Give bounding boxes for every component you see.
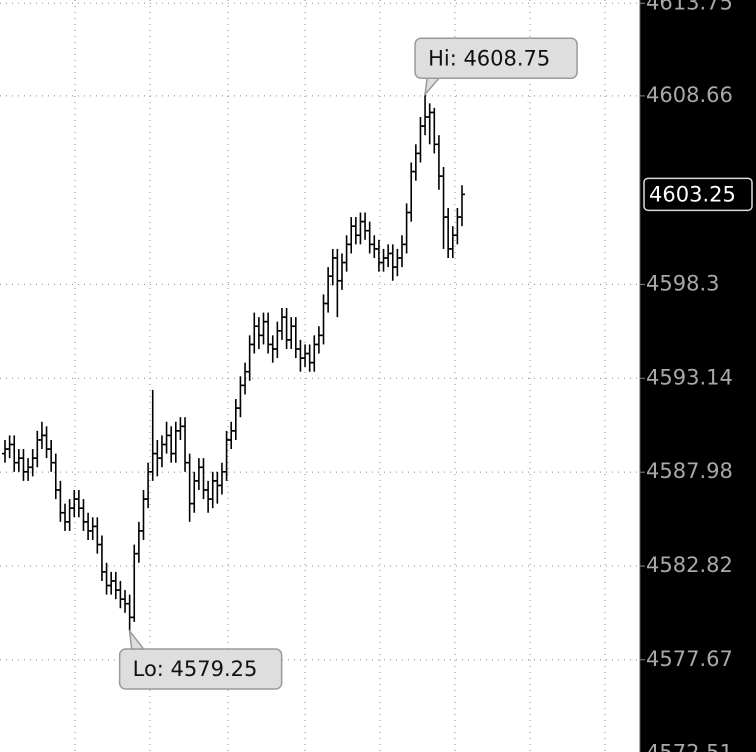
y-tick-label: 4572.51 xyxy=(646,741,733,752)
y-tick-label: 4593.14 xyxy=(646,365,733,389)
y-tick-label: 4587.98 xyxy=(646,459,733,483)
callout-box xyxy=(414,37,578,80)
callout-label: Lo: 4579.25 xyxy=(133,657,258,681)
callout: Hi: 4608.75 xyxy=(414,37,578,97)
y-tick-label: 4577.67 xyxy=(646,647,733,671)
y-tick-label: 4613.75 xyxy=(646,0,733,14)
y-tick-label: 4582.82 xyxy=(646,553,733,577)
plot-background xyxy=(0,0,640,752)
y-tick-label: 4608.66 xyxy=(646,83,733,107)
callout-pointer xyxy=(424,77,441,97)
price-axis-panel xyxy=(640,0,756,752)
callout-label: Hi: 4608.75 xyxy=(428,46,550,70)
y-tick-label: 4598.3 xyxy=(646,271,719,295)
callout: Lo: 4579.25 xyxy=(118,628,283,690)
last-price-label: 4603.25 xyxy=(649,182,736,206)
callout-box xyxy=(118,648,283,690)
last-price-box xyxy=(643,177,753,212)
callout-pointer xyxy=(128,628,146,650)
